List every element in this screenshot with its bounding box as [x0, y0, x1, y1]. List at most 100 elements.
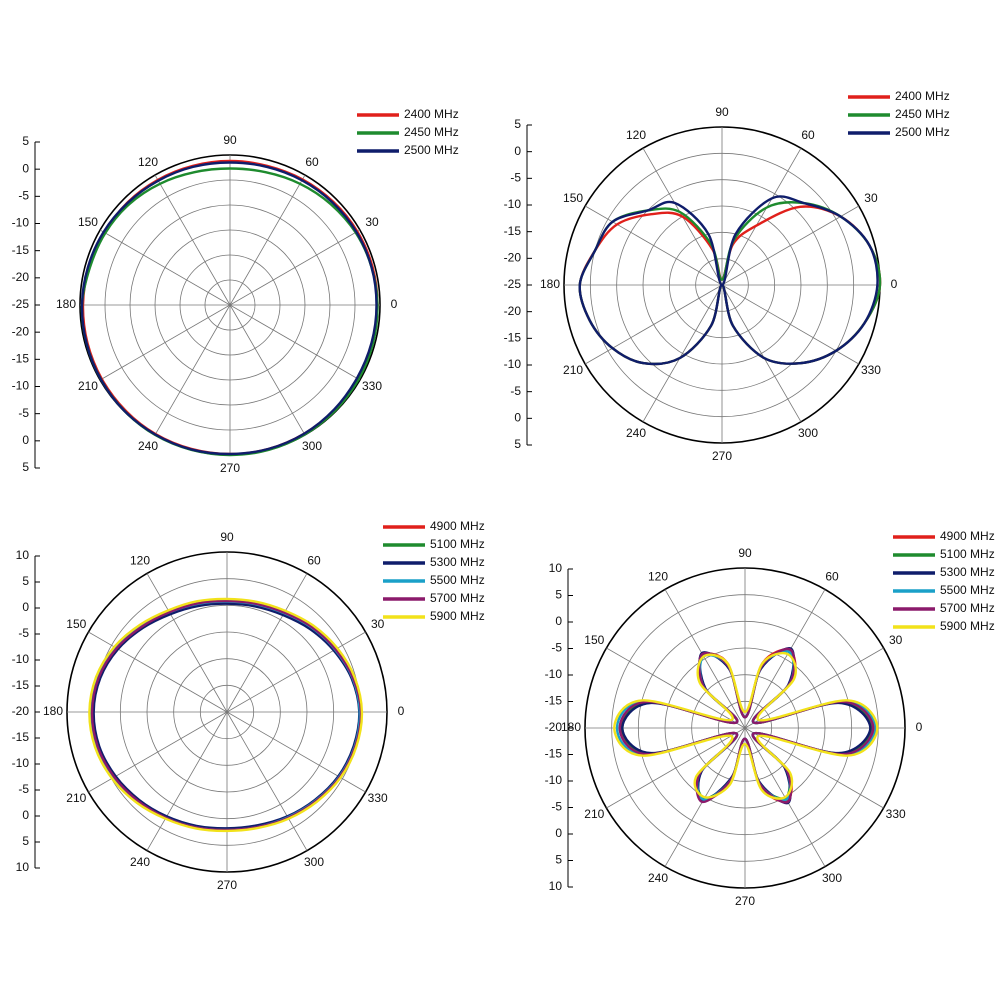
radial-tick-label: -5	[18, 406, 29, 420]
legend-label: 2450 MHz	[404, 125, 459, 139]
grid-spoke	[146, 711, 228, 851]
radial-tick-label: -15	[12, 352, 30, 366]
radial-tick-label: 0	[555, 614, 562, 628]
legend-label: 5100 MHz	[430, 537, 485, 551]
radial-tick-label: -15	[545, 694, 563, 708]
radial-tick-label: 0	[22, 161, 29, 175]
grid-spoke	[99, 304, 231, 381]
angle-label: 30	[889, 633, 903, 647]
angle-label: 270	[735, 894, 755, 908]
radial-tick-label: -5	[18, 626, 29, 640]
grid-spoke	[226, 573, 308, 713]
legend-label: 5500 MHz	[430, 573, 485, 587]
radial-tick-label: -5	[551, 800, 562, 814]
radial-tick-label: -20	[545, 720, 563, 734]
radial-tick-label: 5	[22, 460, 29, 474]
grid-spoke	[146, 573, 228, 713]
radial-tick-label: 5	[555, 853, 562, 867]
grid-spoke	[88, 711, 228, 793]
angle-label: 300	[302, 439, 322, 453]
grid-spoke	[226, 631, 366, 713]
radial-tick-label: 10	[549, 561, 563, 575]
angle-label: 120	[130, 553, 150, 567]
legend-label: 5900 MHz	[430, 609, 485, 623]
radial-tick-label: 10	[16, 860, 30, 874]
grid-spoke	[744, 647, 884, 729]
series-curve	[578, 201, 882, 366]
angle-label: 330	[861, 363, 881, 377]
radial-tick-label: -10	[504, 197, 522, 211]
angle-label: 60	[825, 569, 839, 583]
angle-label: 330	[362, 379, 382, 393]
grid-spoke	[229, 304, 361, 381]
angle-label: 180	[561, 720, 581, 734]
angle-label: 90	[738, 546, 752, 560]
angle-label: 30	[864, 191, 878, 205]
angle-label: 120	[626, 128, 646, 142]
grid-spoke	[584, 284, 723, 365]
angle-label: 150	[78, 215, 98, 229]
angle-label: 180	[56, 297, 76, 311]
legend-label: 4900 MHz	[430, 519, 485, 533]
grid-spoke	[229, 229, 361, 306]
angle-label: 270	[712, 449, 732, 463]
radial-tick-label: 5	[22, 834, 29, 848]
grid-spoke	[226, 711, 366, 793]
grid-spoke	[99, 229, 231, 306]
radial-tick-label: -10	[545, 667, 563, 681]
legend-label: 5300 MHz	[940, 565, 995, 579]
series-curve	[615, 649, 877, 802]
angle-label: 150	[584, 633, 604, 647]
legend-label: 2450 MHz	[895, 107, 950, 121]
angle-label: 180	[43, 704, 63, 718]
series-curve	[92, 602, 361, 830]
grid-spoke	[721, 284, 802, 423]
angle-label: 240	[648, 871, 668, 885]
series-curve	[578, 195, 879, 366]
legend-label: 2500 MHz	[404, 143, 459, 157]
legend-label: 5900 MHz	[940, 619, 995, 633]
grid-spoke	[606, 727, 746, 809]
angle-label: 330	[886, 807, 906, 821]
radial-tick-label: -5	[18, 189, 29, 203]
grid-spoke	[721, 284, 860, 365]
radial-tick-label: -15	[504, 224, 522, 238]
radial-tick-label: 0	[514, 411, 521, 425]
angle-label: 150	[66, 617, 86, 631]
radial-tick-label: -10	[12, 216, 30, 230]
radial-tick-label: -5	[18, 782, 29, 796]
radial-tick-label: -20	[12, 324, 30, 338]
radial-tick-label: -10	[12, 379, 30, 393]
angle-label: 60	[307, 553, 321, 567]
radial-tick-label: 0	[22, 433, 29, 447]
radial-tick-label: 5	[22, 574, 29, 588]
angle-label: 270	[217, 878, 237, 892]
angle-label: 150	[563, 191, 583, 205]
radial-tick-label: 5	[22, 134, 29, 148]
grid-spoke	[721, 205, 860, 286]
legend-label: 5500 MHz	[940, 583, 995, 597]
radial-tick-label: -25	[12, 297, 30, 311]
grid-spoke	[664, 589, 746, 729]
legend-label: 5300 MHz	[430, 555, 485, 569]
grid-spoke	[226, 711, 308, 851]
legend-label: 4900 MHz	[940, 529, 995, 543]
radial-tick-label: 10	[549, 879, 563, 893]
grid-spoke	[606, 647, 746, 729]
grid-spoke	[744, 727, 884, 809]
radial-tick-label: -10	[12, 756, 30, 770]
radial-tick-label: -20	[504, 304, 522, 318]
angle-label: 180	[540, 277, 560, 291]
radial-tick-label: 0	[555, 826, 562, 840]
angle-label: 300	[798, 426, 818, 440]
angle-label: 0	[916, 720, 923, 734]
radial-tick-label: 5	[514, 117, 521, 131]
radial-tick-label: -5	[510, 384, 521, 398]
grid-spoke	[154, 174, 231, 306]
angle-label: 60	[801, 128, 815, 142]
radial-tick-label: -15	[545, 747, 563, 761]
series-curve	[80, 161, 378, 456]
angle-label: 210	[563, 363, 583, 377]
angle-label: 120	[138, 155, 158, 169]
